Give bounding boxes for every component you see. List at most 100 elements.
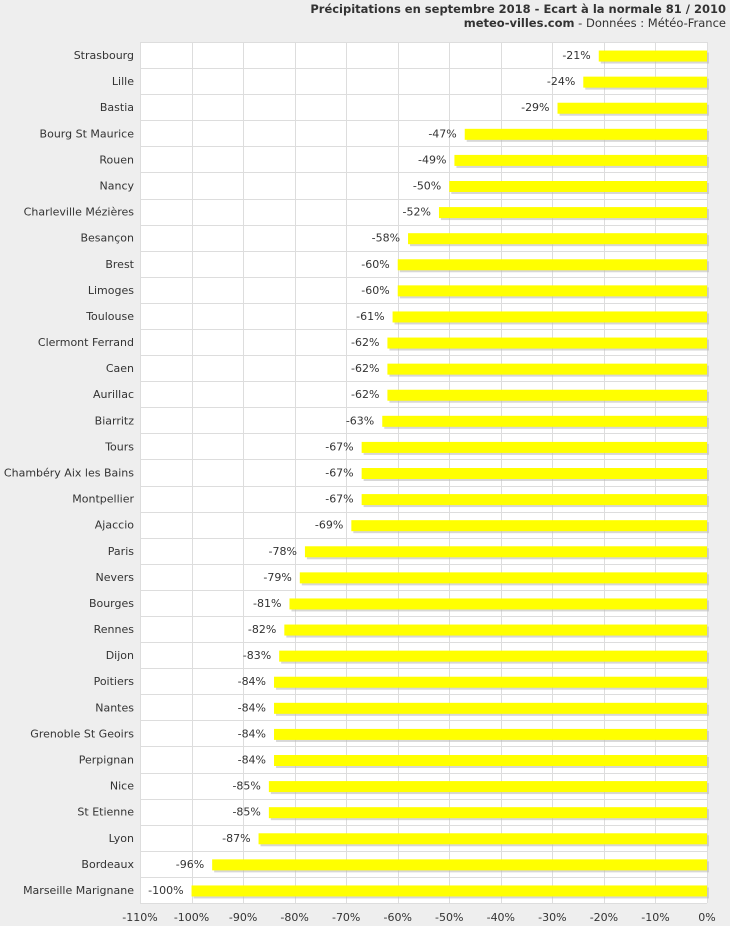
bar [304,546,707,558]
data-label: -24% [547,75,575,88]
data-label: -60% [361,258,389,271]
bar [191,885,707,897]
data-label: -62% [351,362,379,375]
data-label: -60% [361,284,389,297]
category-label: Strasbourg [74,49,134,62]
category-label: Aurillac [93,388,134,401]
subtitle-site: meteo-villes.com [464,16,575,30]
category-label: Rennes [94,623,135,636]
bar [387,363,707,375]
subtitle-source: - Données : Météo-France [575,16,726,30]
x-tick-label: -100% [174,911,209,924]
data-label: -58% [372,232,400,245]
data-label: -21% [562,49,590,62]
bar [464,128,707,140]
category-label: Bourges [89,597,134,610]
bar [557,102,707,114]
bar [387,389,707,401]
bar [397,285,707,297]
bar [408,233,707,245]
data-label: -84% [238,701,266,714]
category-label: Rouen [99,153,134,166]
data-label: -47% [428,127,456,140]
bar [299,572,707,584]
category-label: Nancy [100,180,135,193]
category-label: Limoges [88,284,134,297]
category-labels: Strasbourg Lille Bastia Bourg St Maurice Rou… [4,49,135,897]
bar [449,181,707,192]
data-label: -100% [148,884,183,897]
x-tick-label: -60% [384,911,412,924]
category-label: Nevers [95,571,134,584]
x-axis-tick-labels: -110% -100% -90% -80% -70% -60% -50% -40% -30% -2… [122,911,715,924]
data-label: -85% [232,780,260,793]
category-label: Grenoble St Geoirs [30,727,134,740]
data-label: -84% [238,754,266,767]
bar [351,520,707,532]
data-label: -78% [269,545,297,558]
data-label: -62% [351,336,379,349]
data-label: -62% [351,388,379,401]
bar [454,154,707,166]
x-tick-label: -30% [538,911,566,924]
category-label: Poitiers [94,675,135,688]
data-label: -52% [403,206,431,219]
category-label: St Etienne [77,806,134,819]
category-label: Marseille Marignane [23,884,134,897]
x-tick-label: 0% [698,911,715,924]
bar [387,337,707,349]
data-label: -87% [222,832,250,845]
bar [258,833,707,845]
category-label: Charleville Mézières [24,206,135,219]
data-label: -82% [248,623,276,636]
x-tick-label: -90% [229,911,257,924]
data-label: -83% [243,649,271,662]
bar [274,702,707,714]
category-label: Biarritz [95,414,135,427]
data-label: -79% [263,571,291,584]
category-label: Chambéry Aix les Bains [4,467,134,480]
category-label: Dijon [106,649,134,662]
category-label: Bordeaux [81,858,134,871]
category-label: Caen [106,362,134,375]
bar [268,807,707,819]
bar [382,415,707,427]
category-label: Brest [105,258,134,271]
data-label: -81% [253,597,281,610]
x-tick-label: -80% [280,911,308,924]
category-label: Nantes [95,701,134,714]
x-tick-label: -10% [641,911,669,924]
chart-subtitle: meteo-villes.com - Données : Météo-Franc… [464,16,726,30]
data-label: -63% [346,414,374,427]
bar [284,624,707,636]
category-label: Paris [108,545,134,558]
bar [583,76,707,88]
data-label: -67% [325,467,353,480]
category-label: Ajaccio [95,519,134,532]
category-label: Montpellier [72,493,134,506]
bar [361,468,707,479]
bars [191,50,709,899]
category-label: Perpignan [79,754,134,767]
data-label: -61% [356,310,384,323]
x-tick-label: -110% [122,911,157,924]
data-label: -67% [325,493,353,506]
category-label: Clermont Ferrand [38,336,134,349]
bar [268,781,707,793]
data-label: -50% [413,180,441,193]
category-label: Toulouse [85,310,134,323]
bar [598,50,707,62]
data-labels: -21% -24% -29% -47% -49% -50% -52%-58% -60% -60%… [148,49,591,897]
chart-title: Précipitations en septembre 2018 - Ecart… [310,2,726,16]
bar [397,259,707,271]
bar [274,728,707,740]
category-label: Tours [104,440,134,453]
bar [274,676,707,688]
category-label: Nice [110,780,134,793]
data-label: -69% [315,519,343,532]
data-label: -29% [521,101,549,114]
data-label: -67% [325,440,353,453]
bar [289,598,707,610]
bar [212,859,707,871]
